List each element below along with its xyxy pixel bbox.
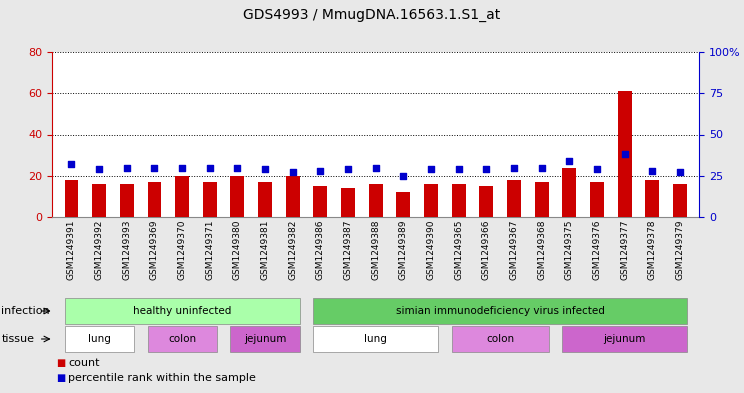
Point bbox=[563, 158, 575, 164]
Point bbox=[286, 169, 298, 176]
Bar bbox=[618, 91, 632, 217]
Point bbox=[647, 168, 658, 174]
Text: colon: colon bbox=[168, 334, 196, 344]
Point bbox=[204, 164, 216, 171]
Point bbox=[231, 164, 243, 171]
Point bbox=[674, 169, 686, 176]
Bar bbox=[590, 182, 604, 217]
Bar bbox=[341, 188, 355, 217]
Text: lung: lung bbox=[88, 334, 111, 344]
Bar bbox=[147, 182, 161, 217]
Point bbox=[315, 168, 327, 174]
Bar bbox=[231, 176, 244, 217]
Point bbox=[65, 161, 77, 167]
FancyBboxPatch shape bbox=[313, 327, 438, 352]
Point bbox=[370, 164, 382, 171]
Point bbox=[591, 166, 603, 172]
Bar bbox=[313, 186, 327, 217]
Text: ■: ■ bbox=[56, 373, 65, 383]
Point bbox=[481, 166, 493, 172]
Point bbox=[176, 164, 188, 171]
Text: count: count bbox=[68, 358, 100, 368]
Point bbox=[508, 164, 520, 171]
Bar bbox=[479, 186, 493, 217]
FancyBboxPatch shape bbox=[147, 327, 217, 352]
Point bbox=[619, 151, 631, 158]
Bar bbox=[562, 167, 577, 217]
Point bbox=[259, 166, 271, 172]
Bar bbox=[535, 182, 548, 217]
Bar bbox=[258, 182, 272, 217]
Point bbox=[397, 173, 409, 179]
Point bbox=[93, 166, 105, 172]
Text: colon: colon bbox=[486, 334, 514, 344]
Text: percentile rank within the sample: percentile rank within the sample bbox=[68, 373, 257, 383]
Bar bbox=[203, 182, 217, 217]
Point bbox=[453, 166, 465, 172]
Text: simian immunodeficiency virus infected: simian immunodeficiency virus infected bbox=[396, 306, 605, 316]
Bar bbox=[286, 176, 300, 217]
Bar bbox=[507, 180, 521, 217]
FancyBboxPatch shape bbox=[562, 327, 687, 352]
Text: ■: ■ bbox=[56, 358, 65, 368]
Bar bbox=[673, 184, 687, 217]
FancyBboxPatch shape bbox=[452, 327, 548, 352]
Bar bbox=[424, 184, 438, 217]
Text: jejunum: jejunum bbox=[603, 334, 646, 344]
FancyBboxPatch shape bbox=[65, 327, 134, 352]
Bar bbox=[65, 180, 78, 217]
Text: infection: infection bbox=[1, 306, 50, 316]
FancyBboxPatch shape bbox=[313, 298, 687, 323]
Text: lung: lung bbox=[365, 334, 387, 344]
FancyBboxPatch shape bbox=[231, 327, 300, 352]
Text: GDS4993 / MmugDNA.16563.1.S1_at: GDS4993 / MmugDNA.16563.1.S1_at bbox=[243, 8, 501, 22]
Bar bbox=[646, 180, 659, 217]
Bar bbox=[175, 176, 189, 217]
Point bbox=[536, 164, 548, 171]
FancyBboxPatch shape bbox=[65, 298, 300, 323]
Text: tissue: tissue bbox=[1, 334, 34, 344]
Text: healthy uninfected: healthy uninfected bbox=[133, 306, 231, 316]
Bar bbox=[92, 184, 106, 217]
Text: jejunum: jejunum bbox=[244, 334, 286, 344]
Point bbox=[342, 166, 354, 172]
Point bbox=[425, 166, 437, 172]
Bar bbox=[369, 184, 382, 217]
Bar bbox=[120, 184, 134, 217]
Point bbox=[121, 164, 132, 171]
Bar bbox=[452, 184, 466, 217]
Point bbox=[149, 164, 161, 171]
Bar bbox=[397, 192, 410, 217]
